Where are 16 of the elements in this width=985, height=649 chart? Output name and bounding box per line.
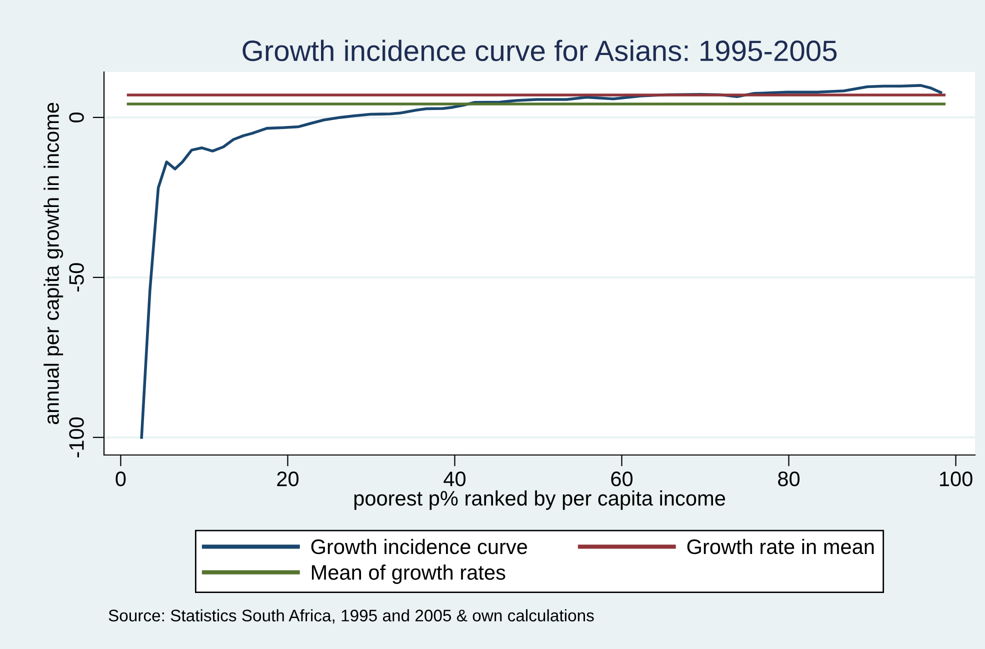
x-tick-label: 0 [116, 472, 126, 486]
legend-label: Growth rate in mean [687, 538, 874, 554]
y-tick-label: 0 [69, 112, 84, 122]
y-axis-title: annual per capita growth in income [44, 102, 64, 424]
x-tick-label: 100 [940, 472, 972, 486]
source-note: Source: Statistics South Africa, 1995 and 2005 & own calculations [108, 609, 594, 624]
x-tick-label: 60 [611, 472, 633, 486]
y-tick-label: -100 [69, 417, 84, 458]
x-tick-label: 80 [778, 472, 800, 486]
legend-label: Growth incidence curve [311, 538, 528, 554]
legend-label: Mean of growth rates [312, 564, 506, 584]
x-axis-title: poorest p% ranked by per capita income [354, 490, 726, 510]
x-tick-label: 40 [444, 472, 466, 486]
y-tick-label: -50 [69, 263, 84, 292]
x-tick-label: 20 [277, 472, 298, 486]
chart-title: Growth incidence curve for Asians: 1995-2005 [242, 40, 837, 62]
